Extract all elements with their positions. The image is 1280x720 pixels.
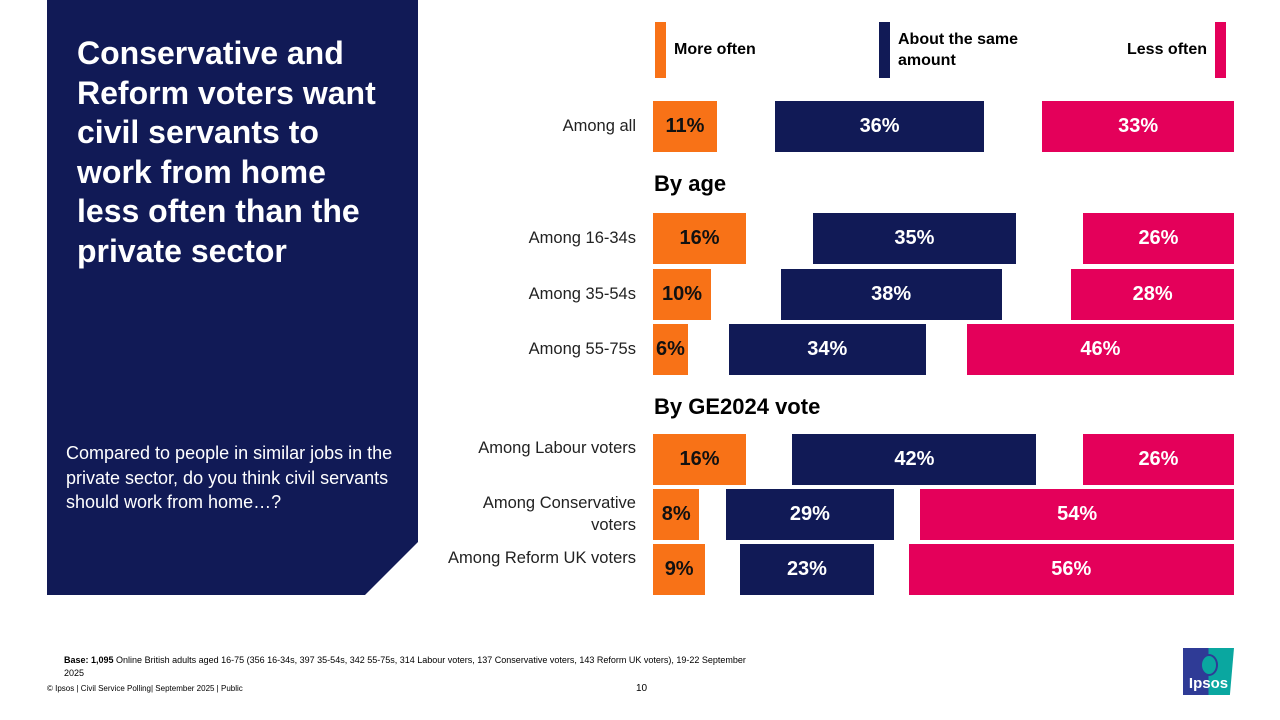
- legend-swatch: [1215, 22, 1227, 78]
- bar-about-the-same-amount: 42%: [792, 434, 1037, 485]
- logo-text: Ipsos: [1188, 675, 1229, 692]
- bar-less-often: 33%: [1042, 101, 1234, 152]
- legend-label: More often: [674, 41, 756, 58]
- bar-more-often: 8%: [653, 489, 700, 540]
- data-label: 38%: [871, 283, 912, 305]
- base-text: Online British adults aged 16-75 (356 16…: [64, 655, 746, 678]
- page-number: 10: [636, 683, 648, 694]
- row-label: Among Reform UK voters: [448, 549, 636, 567]
- data-label: 26%: [1138, 227, 1179, 249]
- bar-about-the-same-amount: 36%: [775, 101, 985, 152]
- data-label: 33%: [1118, 115, 1159, 137]
- base-note: Base: 1,095 Online British adults aged 1…: [64, 654, 764, 680]
- ipsos-logo: Ipsos: [1183, 648, 1234, 695]
- legend-swatch: [879, 22, 890, 78]
- data-label: 23%: [786, 558, 827, 580]
- bar-more-often: 16%: [653, 434, 746, 485]
- legend-label: About the same amount: [898, 31, 1019, 69]
- data-label: 8%: [661, 503, 691, 525]
- row-label: Among all: [562, 117, 636, 135]
- legend-less-often: Less often: [1127, 22, 1227, 78]
- data-label: 6%: [655, 338, 685, 360]
- copyright: © Ipsos | Civil Service Polling| Septemb…: [47, 684, 243, 693]
- bar-about-the-same-amount: 34%: [728, 324, 927, 375]
- data-label: 10%: [662, 283, 703, 305]
- section-heading-age: By age: [654, 171, 727, 196]
- data-label: 46%: [1080, 338, 1121, 360]
- survey-question: Compared to people in similar jobs in th…: [66, 443, 393, 512]
- bar-less-often: 54%: [920, 489, 1234, 540]
- data-label: 28%: [1132, 283, 1173, 305]
- legend-more-often: More often: [655, 22, 756, 78]
- title-panel: Conservative and Reform voters want civi…: [47, 0, 418, 595]
- section-heading-vote: By GE2024 vote: [654, 394, 821, 419]
- legend-swatch: [655, 22, 666, 78]
- bar-less-often: 46%: [966, 324, 1234, 375]
- bar-about-the-same-amount: 35%: [812, 213, 1017, 264]
- bar-more-often: 11%: [653, 101, 717, 152]
- data-label: 35%: [894, 227, 935, 249]
- data-label: 11%: [665, 115, 705, 137]
- bar-more-often: 16%: [653, 213, 746, 264]
- legend-about-same: About the same amount: [879, 22, 1038, 78]
- data-label: 34%: [807, 338, 848, 360]
- bar-less-often: 26%: [1082, 213, 1234, 264]
- base-label: Base: 1,095: [64, 655, 114, 665]
- row-label: Among 16-34s: [528, 229, 636, 247]
- data-label: 16%: [679, 448, 720, 470]
- bar-about-the-same-amount: 29%: [725, 489, 895, 540]
- data-label: 56%: [1051, 558, 1092, 580]
- bar-less-often: 28%: [1071, 269, 1234, 320]
- bar-less-often: 56%: [908, 544, 1234, 595]
- legend-label: Less often: [1127, 41, 1208, 58]
- row-label: Among Labour voters: [478, 439, 636, 457]
- data-label: 36%: [859, 115, 900, 137]
- data-label: 54%: [1057, 503, 1098, 525]
- data-label: 42%: [894, 448, 935, 470]
- data-label: 16%: [679, 227, 720, 249]
- row-label: Among Conservative voters: [482, 494, 636, 534]
- data-label: 29%: [789, 503, 830, 525]
- bar-about-the-same-amount: 23%: [740, 544, 874, 595]
- bar-less-often: 26%: [1082, 434, 1234, 485]
- data-label: 26%: [1138, 448, 1179, 470]
- bar-more-often: 9%: [653, 544, 706, 595]
- bar-about-the-same-amount: 38%: [780, 269, 1002, 320]
- bar-more-often: 6%: [653, 324, 688, 375]
- slide-title: Conservative and Reform voters want civi…: [77, 35, 376, 269]
- bar-more-often: 10%: [653, 269, 712, 320]
- data-label: 9%: [664, 558, 694, 580]
- row-label: Among 55-75s: [528, 340, 636, 358]
- row-label: Among 35-54s: [528, 285, 636, 303]
